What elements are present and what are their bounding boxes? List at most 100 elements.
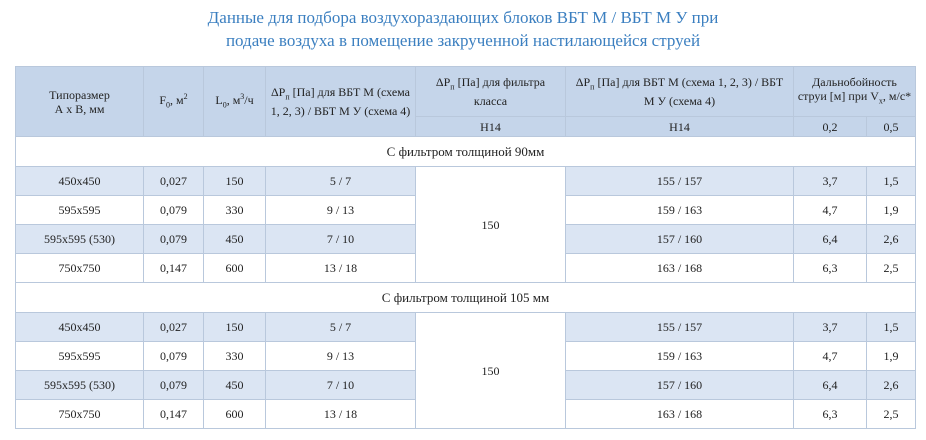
section-row: С фильтром толщиной 90мм (14, 136, 917, 167)
header-cell: ΔPп [Па] для фильтра класса (415, 66, 566, 117)
data-cell: 7 / 10 (265, 224, 416, 254)
data-cell: 600 (203, 399, 266, 429)
data-cell: 163 / 168 (565, 253, 794, 283)
header-sup: 3 (240, 92, 245, 102)
header-text: Дальнобойность струи [м] при V (797, 74, 897, 103)
data-cell: 6,4 (793, 370, 867, 400)
data-cell: 595x595 (530) (15, 370, 144, 400)
data-cell: 2,5 (865, 399, 917, 429)
data-cell: 3,7 (793, 166, 867, 196)
data-row: 750x750 0,147 600 13 / 18 163 / 168 6,3 2,5 (15, 253, 917, 283)
header-sub: 0 (166, 100, 171, 110)
data-cell: 750x750 (15, 253, 144, 283)
data-cell: 7 / 10 (265, 370, 416, 400)
header-sub: п (590, 82, 595, 92)
data-cell: 13 / 18 (265, 253, 416, 283)
data-cell: 330 (203, 195, 266, 225)
data-cell: 2,6 (865, 370, 917, 400)
data-cell: 0,027 (143, 166, 204, 196)
header-text: /ч (244, 93, 254, 108)
header-text: ΔP (575, 74, 591, 89)
data-row: 750x750 0,147 600 13 / 18 163 / 168 6,3 2,5 (15, 399, 917, 429)
header-text: , м/с* (882, 88, 912, 103)
filter-cell: 150 (415, 312, 566, 429)
header-cell: L0, м3/ч (203, 66, 266, 137)
section-label: С фильтром толщиной 105 мм (14, 282, 917, 313)
header-sub: п (450, 82, 455, 92)
data-cell: 4,7 (793, 341, 867, 371)
subheader-row: H14 H14 0,2 0,5 (16, 116, 917, 137)
data-table: Типоразмер А х В, мм F0, м2 L0, м3/ч ΔPп [Па… (14, 66, 917, 429)
header-row: Типоразмер А х В, мм F0, м2 L0, м3/ч ΔPп [Па… (15, 66, 917, 137)
data-cell: 0,079 (143, 224, 204, 254)
data-cell: 6,4 (793, 224, 867, 254)
header-sub: x (878, 96, 883, 106)
header-text: Типоразмер (49, 87, 110, 102)
header-text: F (159, 93, 167, 108)
data-cell: 159 / 163 (565, 341, 794, 371)
data-cell: 0,079 (143, 370, 204, 400)
data-cell: 13 / 18 (265, 399, 416, 429)
data-cell: 157 / 160 (565, 370, 794, 400)
header-sub: 0 (222, 100, 227, 110)
header-cell: Типоразмер А х В, мм (15, 66, 144, 137)
section-row: С фильтром толщиной 105 мм (14, 282, 917, 313)
data-cell: 6,3 (793, 253, 867, 283)
header-sub: п (285, 92, 290, 102)
title: Данные для подбора воздухораздающих блок… (0, 6, 926, 52)
data-cell: 155 / 157 (565, 312, 794, 342)
data-row: 595x595 0,079 330 9 / 13 159 / 163 4,7 1,9 (15, 341, 917, 371)
filter-cell: 150 (415, 166, 566, 283)
data-cell: 2,6 (865, 224, 917, 254)
header-cell: F0, м2 (143, 66, 204, 137)
header-text: [Па] для ВБТ М (схема 1, 2, 3) / ВБТ М У… (270, 84, 411, 119)
data-cell: 450 (203, 370, 266, 400)
subheader-cell: H14 (565, 116, 794, 137)
data-cell: 5 / 7 (265, 312, 416, 342)
header-cell: ΔPп [Па] для ВБТ М (схема 1, 2, 3) / ВБТ… (265, 66, 416, 137)
data-cell: 330 (203, 341, 266, 371)
header-text: [Па] для фильтра класса (454, 74, 546, 109)
data-cell: 5 / 7 (265, 166, 416, 196)
data-cell: 150 (203, 312, 266, 342)
data-cell: 155 / 157 (565, 166, 794, 196)
title-line: Данные для подбора воздухораздающих блок… (207, 8, 719, 27)
data-cell: 2,5 (865, 253, 917, 283)
title-line: подаче воздуха в помещение закрученной н… (225, 31, 701, 50)
data-cell: 0,079 (143, 341, 204, 371)
subheader-cell: H14 (415, 116, 566, 137)
header-text: А х В, мм (54, 101, 105, 116)
header-sup: 2 (183, 92, 188, 102)
data-cell: 450 (203, 224, 266, 254)
data-cell: 600 (203, 253, 266, 283)
data-cell: 450x450 (15, 312, 144, 342)
data-cell: 3,7 (793, 312, 867, 342)
data-cell: 0,079 (143, 195, 204, 225)
data-row: 595x595 (530) 0,079 450 7 / 10 157 / 160 6,4 2… (15, 224, 917, 254)
data-row: 595x595 0,079 330 9 / 13 159 / 163 4,7 1,9 (15, 195, 917, 225)
header-cell: Дальнобойность струи [м] при Vx, м/с* (792, 66, 917, 117)
data-cell: 0,147 (143, 253, 204, 283)
data-cell: 9 / 13 (265, 195, 416, 225)
section-label: С фильтром толщиной 90мм (14, 136, 917, 167)
subheader-cell: 0,5 (865, 116, 917, 137)
data-cell: 450x450 (15, 166, 144, 196)
header-text: , м (170, 93, 184, 108)
header-text: ΔP (435, 74, 451, 89)
data-cell: 0,147 (143, 399, 204, 429)
header-cell: ΔPп [Па] для ВБТ М (схема 1, 2, 3) / ВБТ… (565, 66, 794, 117)
data-cell: 750x750 (15, 399, 144, 429)
data-row: 450x450 0,027 150 5 / 7 150 155 / 157 3,7 1,5 (15, 166, 917, 283)
data-cell: 159 / 163 (565, 195, 794, 225)
data-cell: 1,5 (865, 166, 917, 196)
data-cell: 1,5 (865, 312, 917, 342)
data-cell: 150 (203, 166, 266, 196)
header-text: [Па] для ВБТ М (схема 1, 2, 3) / ВБТ М У… (594, 74, 784, 109)
data-cell: 163 / 168 (565, 399, 794, 429)
data-row: 450x450 0,027 150 5 / 7 150 155 / 157 3,7 1,5 (15, 312, 917, 429)
subheader-cell: 0,2 (793, 116, 867, 137)
header-text: ΔP (270, 84, 286, 99)
data-cell: 1,9 (865, 341, 917, 371)
data-cell: 595x595 (15, 341, 144, 371)
header-text: , м (226, 93, 241, 108)
